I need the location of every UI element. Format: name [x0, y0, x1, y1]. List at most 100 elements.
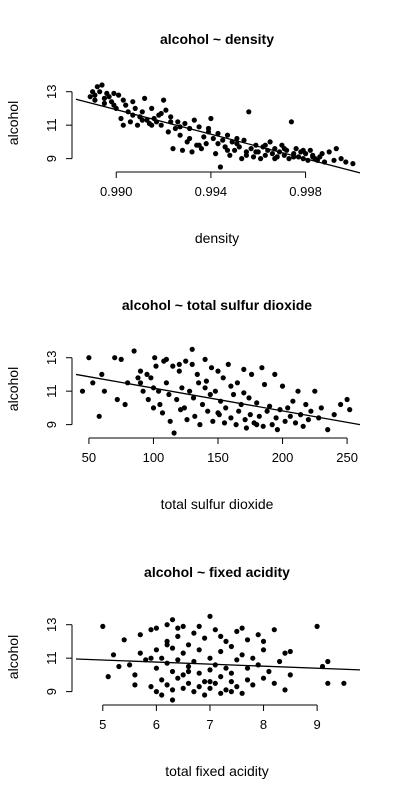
- data-point: [215, 141, 221, 147]
- data-point: [207, 655, 213, 661]
- data-point: [179, 147, 186, 153]
- x-tick-label: 8: [260, 717, 267, 732]
- data-point: [285, 405, 291, 411]
- data-point: [287, 672, 293, 678]
- x-axis: 0.990 0.994 0.998: [100, 171, 322, 199]
- data-point: [149, 122, 155, 128]
- data-point: [169, 617, 176, 623]
- scatter-points: [100, 613, 347, 703]
- x-tick-label: 100: [143, 450, 165, 465]
- data-point: [202, 635, 208, 641]
- data-point: [90, 380, 96, 386]
- data-point: [127, 662, 133, 668]
- data-point: [192, 413, 198, 419]
- data-point: [205, 125, 212, 132]
- data-point: [207, 685, 213, 691]
- data-point: [140, 388, 146, 394]
- y-tick-label: 11: [44, 384, 59, 398]
- data-point: [90, 89, 96, 95]
- data-point: [158, 110, 164, 117]
- data-point: [99, 371, 105, 377]
- data-point: [203, 378, 209, 384]
- data-point: [213, 151, 219, 157]
- data-point: [94, 84, 100, 90]
- panel-sulfur: alcohol ~ total sulfur dioxide total sul…: [5, 297, 361, 512]
- data-point: [241, 366, 247, 372]
- regression-line: [75, 98, 361, 174]
- data-point: [170, 146, 176, 152]
- data-point: [185, 663, 192, 670]
- x-tick-label: 150: [207, 450, 229, 465]
- x-tick-label: 7: [206, 717, 213, 732]
- data-point: [116, 663, 122, 670]
- data-point: [87, 94, 93, 100]
- data-point: [101, 388, 107, 394]
- data-point: [202, 692, 208, 698]
- data-point: [248, 146, 254, 152]
- x-tick-label: 9: [314, 717, 321, 732]
- data-point: [118, 115, 124, 122]
- chart-title: alcohol ~ fixed acidity: [144, 564, 290, 580]
- data-point: [300, 423, 306, 429]
- data-point: [293, 146, 299, 152]
- data-point: [165, 129, 171, 135]
- data-point: [227, 152, 233, 158]
- x-tick-label: 50: [82, 450, 96, 465]
- data-point: [122, 401, 128, 408]
- data-point: [175, 119, 181, 125]
- data-point: [137, 632, 143, 638]
- data-point: [202, 356, 208, 362]
- y-axis-label: alcohol: [5, 367, 21, 411]
- data-point: [244, 677, 251, 683]
- data-point: [202, 385, 208, 391]
- data-point: [196, 670, 202, 676]
- data-point: [250, 655, 256, 661]
- panel-density: alcohol ~ density density alcohol 0.990 0…: [5, 31, 361, 246]
- data-point: [221, 420, 228, 426]
- data-point: [177, 132, 183, 138]
- data-point: [250, 682, 256, 688]
- data-point: [242, 417, 248, 423]
- data-point: [150, 405, 157, 411]
- data-point: [118, 356, 124, 362]
- data-point: [196, 684, 202, 690]
- x-tick-label: 200: [272, 450, 294, 465]
- data-point: [210, 418, 216, 424]
- data-point: [217, 164, 223, 170]
- data-point: [202, 679, 208, 685]
- data-point: [112, 355, 118, 361]
- data-point: [159, 692, 165, 698]
- fit-line-group: [75, 98, 361, 174]
- data-point: [180, 685, 186, 691]
- data-point: [253, 149, 259, 155]
- data-point: [158, 122, 164, 128]
- x-axis-label: density: [195, 230, 239, 246]
- data-point: [101, 95, 107, 101]
- data-point: [300, 147, 306, 153]
- data-point: [343, 159, 349, 165]
- data-point: [250, 154, 257, 160]
- data-point: [234, 135, 240, 142]
- data-point: [199, 401, 206, 408]
- data-point: [267, 139, 273, 145]
- data-point: [255, 662, 261, 668]
- data-point: [305, 417, 311, 423]
- data-point: [183, 358, 189, 364]
- data-point: [196, 142, 202, 148]
- data-point: [100, 623, 106, 630]
- data-point: [201, 134, 207, 140]
- data-point: [110, 652, 117, 658]
- data-point: [197, 422, 203, 428]
- data-point: [262, 142, 268, 148]
- data-point: [208, 365, 215, 371]
- data-point: [295, 388, 301, 394]
- x-tick-label: 250: [336, 450, 358, 465]
- data-point: [137, 650, 143, 656]
- data-point: [325, 680, 331, 686]
- data-point: [176, 368, 182, 374]
- x-tick-label: 6: [153, 717, 160, 732]
- data-point: [166, 391, 172, 398]
- data-point: [234, 628, 240, 635]
- data-point: [170, 363, 176, 369]
- data-point: [92, 97, 98, 103]
